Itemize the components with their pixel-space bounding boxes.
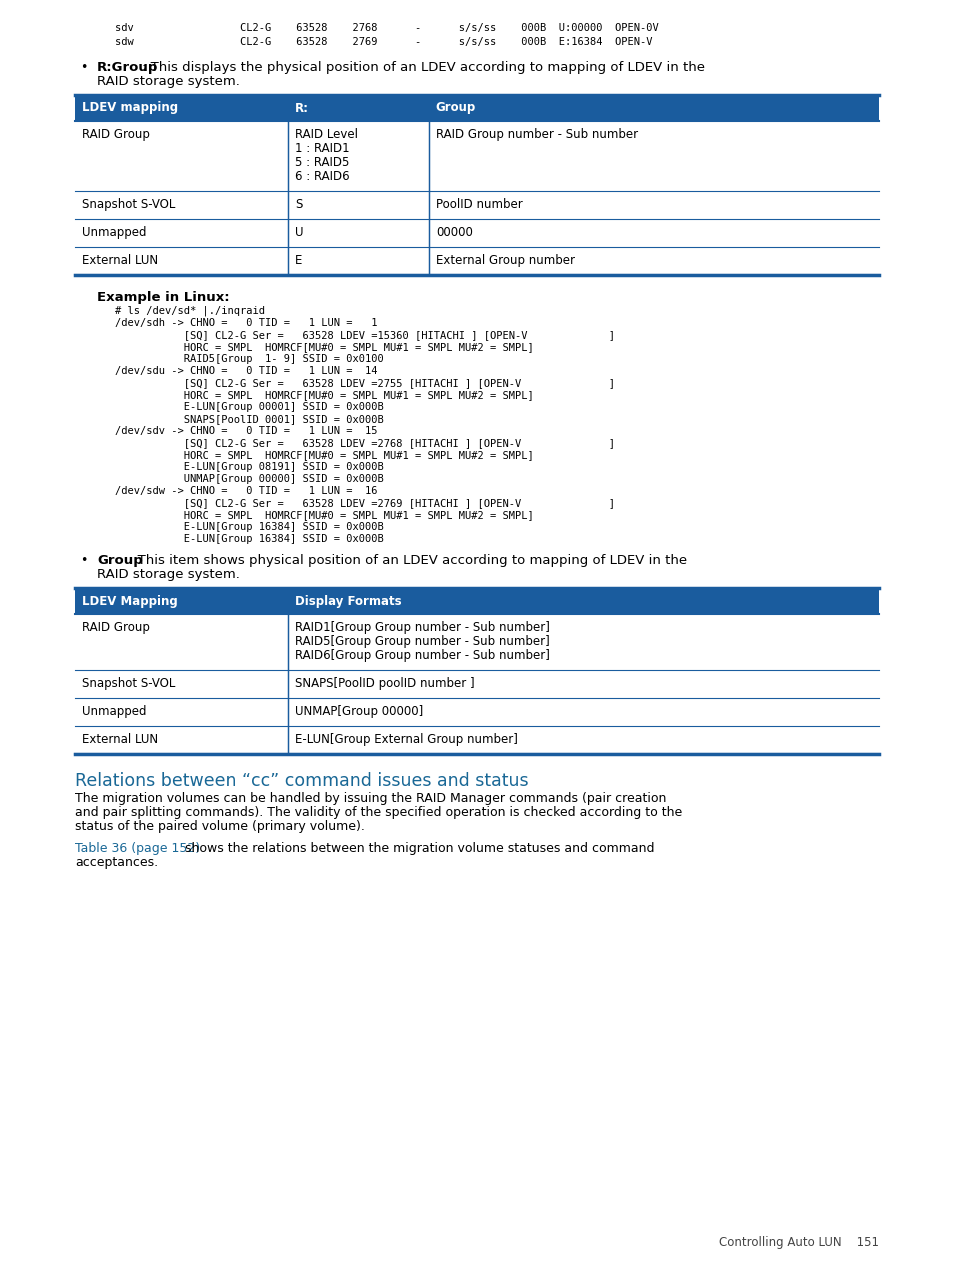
Text: RAID storage system.: RAID storage system. [97,568,239,581]
Text: S: S [294,198,302,211]
Text: 5 : RAID5: 5 : RAID5 [294,156,349,169]
Text: External LUN: External LUN [82,254,158,267]
Text: R:Group: R:Group [97,61,158,74]
Text: : This displays the physical position of an LDEV according to mapping of LDEV in: : This displays the physical position of… [142,61,704,74]
Text: •: • [80,61,88,74]
Text: RAID Level: RAID Level [294,128,357,141]
Text: HORC = SMPL  HOMRCF[MU#0 = SMPL MU#1 = SMPL MU#2 = SMPL]: HORC = SMPL HOMRCF[MU#0 = SMPL MU#1 = SM… [90,390,533,400]
Text: Unmapped: Unmapped [82,226,147,239]
Text: •: • [80,554,88,567]
Text: status of the paired volume (primary volume).: status of the paired volume (primary vol… [75,820,364,833]
Text: E-LUN[Group 08191] SSID = 0x000B: E-LUN[Group 08191] SSID = 0x000B [90,461,383,472]
Text: RAID Group number - Sub number: RAID Group number - Sub number [436,128,638,141]
Text: 6 : RAID6: 6 : RAID6 [294,170,350,183]
Text: UNMAP[Group 00000] SSID = 0x000B: UNMAP[Group 00000] SSID = 0x000B [90,474,383,484]
Text: PoolID number: PoolID number [436,198,522,211]
Text: E-LUN[Group 16384] SSID = 0x000B: E-LUN[Group 16384] SSID = 0x000B [90,534,383,544]
Text: Display Formats: Display Formats [294,595,401,608]
Text: Snapshot S-VOL: Snapshot S-VOL [82,198,175,211]
Text: Controlling Auto LUN    151: Controlling Auto LUN 151 [719,1235,878,1249]
Text: HORC = SMPL  HOMRCF[MU#0 = SMPL MU#1 = SMPL MU#2 = SMPL]: HORC = SMPL HOMRCF[MU#0 = SMPL MU#1 = SM… [90,450,533,460]
Text: LDEV Mapping: LDEV Mapping [82,595,177,608]
Text: [SQ] CL2-G Ser =   63528 LDEV =2769 [HITACHI ] [OPEN-V              ]: [SQ] CL2-G Ser = 63528 LDEV =2769 [HITAC… [90,498,615,508]
Text: E-LUN[Group 00001] SSID = 0x000B: E-LUN[Group 00001] SSID = 0x000B [90,402,383,412]
Text: /dev/sdv -> CHNO =   0 TID =   1 LUN =  15: /dev/sdv -> CHNO = 0 TID = 1 LUN = 15 [90,426,377,436]
Text: [SQ] CL2-G Ser =   63528 LDEV =15360 [HITACHI ] [OPEN-V             ]: [SQ] CL2-G Ser = 63528 LDEV =15360 [HITA… [90,330,615,341]
Bar [75,588,878,614]
Text: /dev/sdu -> CHNO =   0 TID =   1 LUN =  14: /dev/sdu -> CHNO = 0 TID = 1 LUN = 14 [90,366,377,376]
Text: U: U [294,226,303,239]
Text: RAID Group: RAID Group [82,128,150,141]
Bar [75,95,878,275]
Text: External LUN: External LUN [82,733,158,746]
Bar [75,588,878,754]
Text: RAID1[Group Group number - Sub number]: RAID1[Group Group number - Sub number] [294,622,549,634]
Bar [75,95,878,121]
Text: acceptances.: acceptances. [75,855,158,869]
Text: # ls /dev/sd* |./inqraid: # ls /dev/sd* |./inqraid [90,306,265,316]
Text: and pair splitting commands). The validity of the specified operation is checked: and pair splitting commands). The validi… [75,806,681,819]
Text: HORC = SMPL  HOMRCF[MU#0 = SMPL MU#1 = SMPL MU#2 = SMPL]: HORC = SMPL HOMRCF[MU#0 = SMPL MU#1 = SM… [90,342,533,352]
Text: R:: R: [294,102,309,114]
Text: RAID Group: RAID Group [82,622,150,634]
Text: /dev/sdh -> CHNO =   0 TID =   1 LUN =   1: /dev/sdh -> CHNO = 0 TID = 1 LUN = 1 [90,318,377,328]
Text: RAID6[Group Group number - Sub number]: RAID6[Group Group number - Sub number] [294,649,549,662]
Text: RAID5[Group  1- 9] SSID = 0x0100: RAID5[Group 1- 9] SSID = 0x0100 [90,355,383,364]
Text: [SQ] CL2-G Ser =   63528 LDEV =2755 [HITACHI ] [OPEN-V              ]: [SQ] CL2-G Ser = 63528 LDEV =2755 [HITAC… [90,377,615,388]
Text: Group: Group [97,554,143,567]
Text: SNAPS[PoolID 0001] SSID = 0x000B: SNAPS[PoolID 0001] SSID = 0x000B [90,414,383,425]
Text: E: E [294,254,302,267]
Text: : This item shows physical position of an LDEV according to mapping of LDEV in t: : This item shows physical position of a… [129,554,686,567]
Text: External Group number: External Group number [436,254,574,267]
Text: Relations between “cc” command issues and status: Relations between “cc” command issues an… [75,771,528,791]
Text: LDEV mapping: LDEV mapping [82,102,178,114]
Text: The migration volumes can be handled by issuing the RAID Manager commands (pair : The migration volumes can be handled by … [75,792,666,805]
Text: 00000: 00000 [436,226,472,239]
Text: Unmapped: Unmapped [82,705,147,718]
Text: E-LUN[Group External Group number]: E-LUN[Group External Group number] [294,733,517,746]
Text: HORC = SMPL  HOMRCF[MU#0 = SMPL MU#1 = SMPL MU#2 = SMPL]: HORC = SMPL HOMRCF[MU#0 = SMPL MU#1 = SM… [90,510,533,520]
Text: Example in Linux:: Example in Linux: [97,291,230,304]
Text: Table 36 (page 152): Table 36 (page 152) [75,841,200,855]
Text: [SQ] CL2-G Ser =   63528 LDEV =2768 [HITACHI ] [OPEN-V              ]: [SQ] CL2-G Ser = 63528 LDEV =2768 [HITAC… [90,438,615,447]
Text: Snapshot S-VOL: Snapshot S-VOL [82,677,175,690]
Text: sdw                 CL2-G    63528    2769      -      s/s/ss    000B  E:16384  : sdw CL2-G 63528 2769 - s/s/ss 000B E:163… [90,37,652,47]
Text: E-LUN[Group 16384] SSID = 0x000B: E-LUN[Group 16384] SSID = 0x000B [90,522,383,533]
Text: sdv                 CL2-G    63528    2768      -      s/s/ss    000B  U:00000  : sdv CL2-G 63528 2768 - s/s/ss 000B U:000… [90,23,659,33]
Text: Group: Group [436,102,476,114]
Text: 1 : RAID1: 1 : RAID1 [294,142,350,155]
Text: RAID storage system.: RAID storage system. [97,75,239,88]
Text: SNAPS[PoolID poolID number ]: SNAPS[PoolID poolID number ] [294,677,475,690]
Text: UNMAP[Group 00000]: UNMAP[Group 00000] [294,705,423,718]
Text: shows the relations between the migration volume statuses and command: shows the relations between the migratio… [181,841,654,855]
Text: RAID5[Group Group number - Sub number]: RAID5[Group Group number - Sub number] [294,636,549,648]
Text: /dev/sdw -> CHNO =   0 TID =   1 LUN =  16: /dev/sdw -> CHNO = 0 TID = 1 LUN = 16 [90,486,377,496]
